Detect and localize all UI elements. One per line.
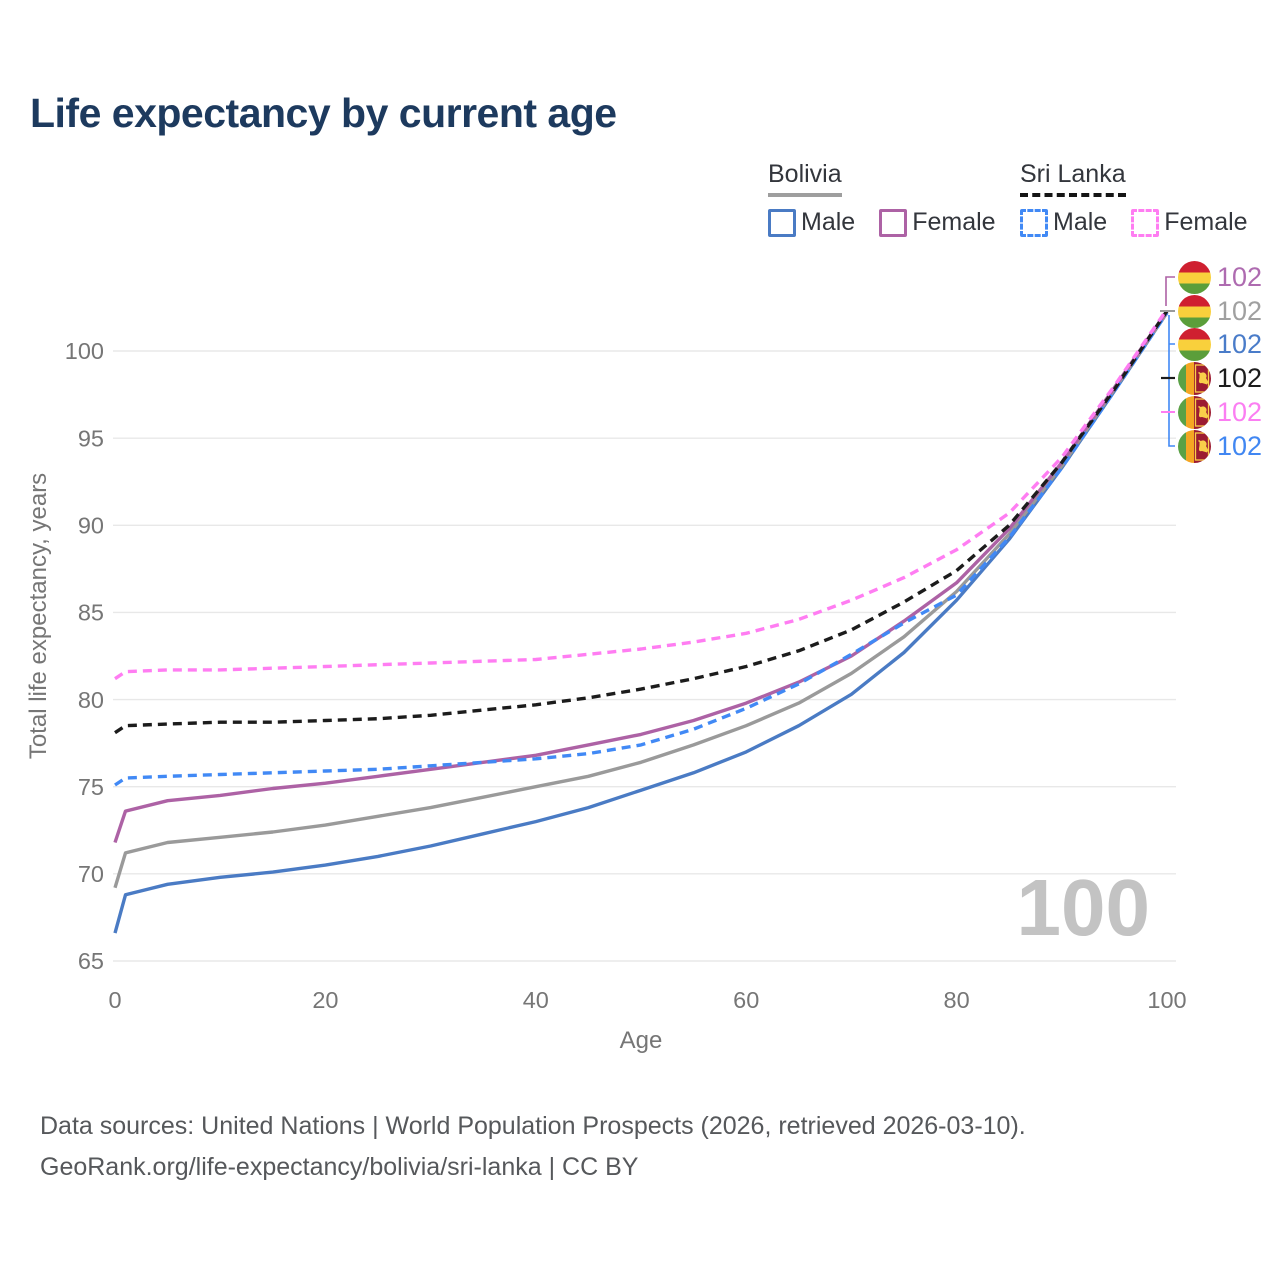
y-tick-label: 65 bbox=[78, 948, 104, 974]
leader-line bbox=[1165, 276, 1175, 306]
age-watermark: 100 bbox=[1016, 863, 1150, 952]
end-label-value: 102 bbox=[1217, 396, 1263, 427]
srilanka-flag-icon bbox=[1178, 429, 1211, 463]
y-tick-label: 85 bbox=[78, 600, 104, 626]
end-label-value: 102 bbox=[1217, 295, 1263, 326]
legend-label: Male bbox=[1053, 208, 1108, 236]
end-label-bolivia_male: 102 bbox=[1178, 327, 1262, 361]
y-tick-label: 100 bbox=[65, 338, 104, 364]
end-label-srilanka_both: 102 bbox=[1178, 361, 1262, 395]
legend-item-bolivia-male[interactable]: Male bbox=[768, 208, 855, 237]
end-label-srilanka_male: 102 bbox=[1178, 429, 1262, 463]
y-tick-label: 90 bbox=[78, 513, 104, 539]
end-label-srilanka_female: 102 bbox=[1178, 395, 1262, 429]
legend-group-bolivia: Bolivia Male Female bbox=[768, 160, 996, 237]
x-tick-label: 80 bbox=[944, 987, 970, 1013]
bolivia-male-swatch-icon bbox=[768, 208, 796, 237]
y-tick-label: 75 bbox=[78, 774, 104, 800]
legend-country-srilanka: Sri Lanka bbox=[1020, 160, 1126, 197]
series-bolivia_male bbox=[113, 311, 1169, 934]
legend-label: Female bbox=[912, 208, 996, 236]
bolivia-flag-icon bbox=[1178, 294, 1211, 328]
srilanka-male-swatch-icon bbox=[1020, 208, 1048, 237]
srilanka-flag-icon bbox=[1178, 361, 1211, 395]
y-tick-label: 80 bbox=[78, 687, 104, 713]
legend-item-bolivia-female[interactable]: Female bbox=[879, 208, 996, 237]
end-label-value: 102 bbox=[1217, 261, 1263, 292]
series-bolivia_female bbox=[113, 309, 1169, 844]
x-tick-label: 40 bbox=[523, 987, 549, 1013]
series-srilanka_male bbox=[114, 311, 1169, 787]
srilanka-female-swatch-icon bbox=[1131, 208, 1160, 237]
x-tick-label: 0 bbox=[108, 987, 121, 1013]
legend-label: Male bbox=[801, 208, 856, 236]
page-title: Life expectancy by current age bbox=[30, 90, 617, 136]
end-label-value: 102 bbox=[1217, 362, 1263, 393]
data-sources-line2: GeoRank.org/life-expectancy/bolivia/sri-… bbox=[40, 1153, 639, 1181]
legend-group-srilanka: Sri Lanka Male Female bbox=[1020, 160, 1248, 237]
srilanka-flag-icon bbox=[1178, 395, 1211, 429]
end-label-value: 102 bbox=[1217, 328, 1263, 359]
legend-item-srilanka-male[interactable]: Male bbox=[1020, 208, 1107, 237]
legend-label: Female bbox=[1164, 208, 1248, 236]
y-axis-title: Total life expectancy, years bbox=[25, 473, 52, 759]
bolivia-flag-icon bbox=[1178, 327, 1211, 361]
data-sources: Data sources: United Nations | World Pop… bbox=[40, 1106, 1026, 1188]
end-label-value: 102 bbox=[1217, 430, 1263, 461]
series-srilanka_female bbox=[114, 308, 1169, 681]
x-tick-label: 60 bbox=[733, 987, 759, 1013]
data-sources-line1: Data sources: United Nations | World Pop… bbox=[40, 1112, 1026, 1140]
end-label-bolivia_both: 102 bbox=[1178, 294, 1262, 328]
x-tick-label: 100 bbox=[1147, 987, 1186, 1013]
end-label-bolivia_female: 102 bbox=[1178, 260, 1262, 294]
legend-country-bolivia: Bolivia bbox=[768, 160, 842, 197]
x-axis-title: Age bbox=[620, 1027, 663, 1054]
leader-line bbox=[1168, 315, 1175, 447]
y-tick-label: 70 bbox=[78, 861, 104, 887]
bolivia-flag-icon bbox=[1178, 260, 1211, 294]
x-tick-label: 20 bbox=[312, 987, 338, 1013]
y-tick-label: 95 bbox=[78, 425, 104, 451]
bolivia-female-swatch-icon bbox=[879, 208, 908, 237]
legend-item-srilanka-female[interactable]: Female bbox=[1131, 208, 1248, 237]
series-bolivia_both bbox=[113, 311, 1169, 889]
series-srilanka_both bbox=[114, 309, 1169, 735]
